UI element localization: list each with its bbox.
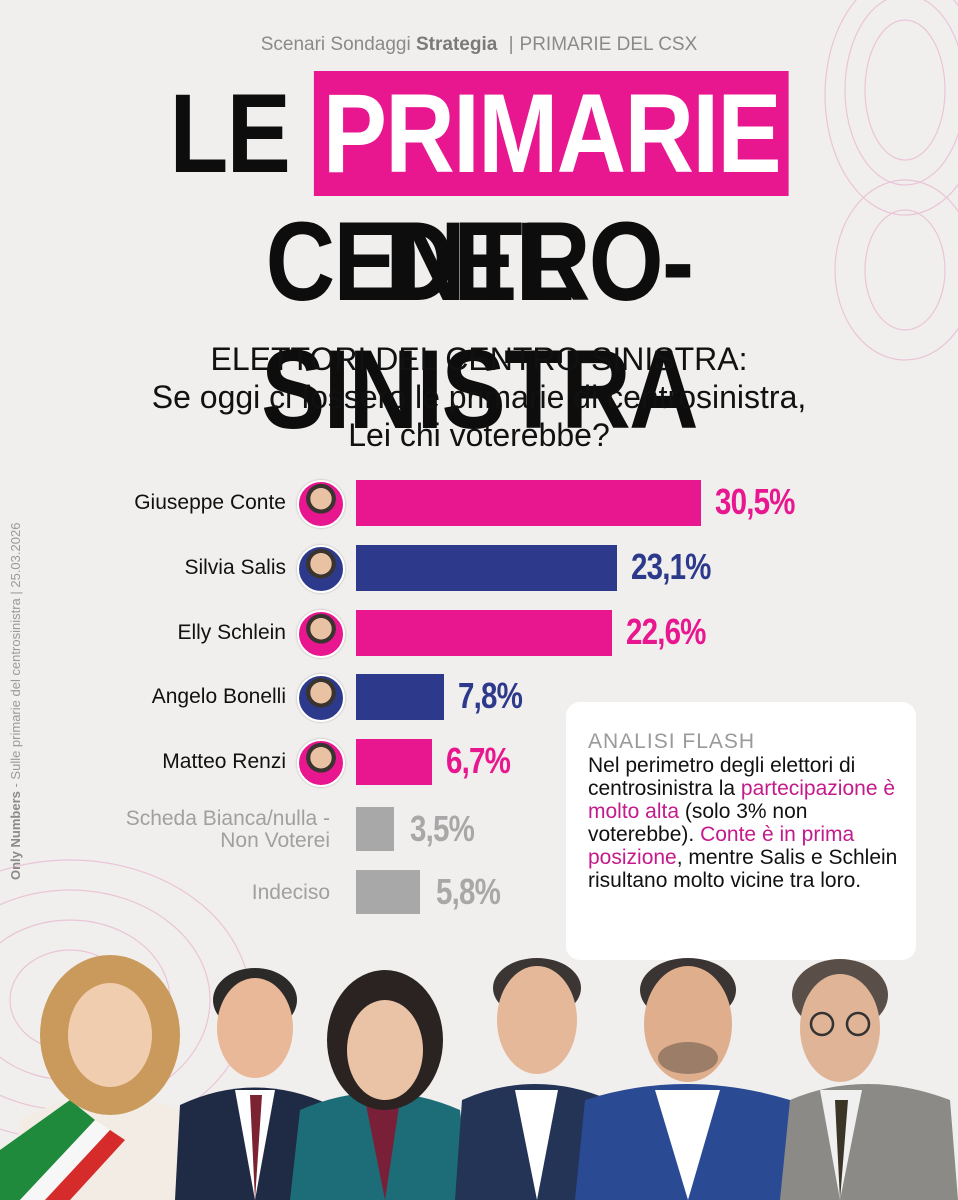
analysis-highlight-2: Conte è in prima posizione [588, 823, 855, 869]
person-3 [290, 970, 470, 1200]
bar [356, 807, 394, 851]
bar-label: Elly Schlein [177, 622, 286, 644]
candidate-avatar [297, 739, 345, 787]
bar-label-line: Matteo Renzi [162, 750, 286, 773]
analysis-text-2: (solo 3% non voterebbe). [588, 800, 808, 846]
bar-value-label: 22,6% [625, 611, 706, 652]
bar-value-label: 23,1% [631, 546, 711, 587]
bar [356, 545, 618, 591]
person-5 [575, 958, 800, 1200]
header-separator: | [508, 34, 514, 55]
question: ELETTORI DEL CENTRO-SINISTRA: Se oggi ci… [0, 340, 958, 454]
bar [356, 870, 420, 914]
candidate-avatar [297, 674, 345, 722]
bar-label: Giuseppe Conte [134, 492, 286, 514]
brand-plain: Scenari Sondaggi [260, 34, 411, 55]
bar [356, 480, 701, 526]
candidate-avatar [297, 480, 345, 528]
bar-value-label: 30,5% [715, 481, 795, 522]
bar-label-line: Angelo Bonelli [151, 685, 286, 708]
bar-label: Matteo Renzi [162, 751, 286, 773]
bar-label: Indeciso [252, 882, 330, 904]
bar-label-line: Non Voterei [220, 829, 330, 852]
candidates-photo-strip [0, 955, 958, 1200]
bar-label-line: Scheda Bianca/nulla - [125, 807, 330, 830]
title-line-2: CENTRO-SINISTRA [261, 199, 698, 452]
person-6 [780, 959, 958, 1200]
bar [356, 674, 445, 720]
question-line-1: ELETTORI DEL CENTRO-SINISTRA: [210, 341, 748, 377]
bar [356, 610, 612, 656]
analysis-box: ANALISI FLASH Nel perimetro degli eletto… [566, 702, 916, 960]
analysis-text: Nel perimetro degli elettori di centrosi… [588, 754, 908, 892]
bar-label-line: Giuseppe Conte [134, 491, 286, 514]
bar-value-label: 5,8% [436, 871, 501, 912]
bar-label-line: Indeciso [251, 881, 330, 904]
analysis-text-3: , mentre Salis e Schlein risultano molto… [588, 846, 898, 892]
bar-value-label: 7,8% [458, 675, 523, 716]
candidate-avatar [297, 610, 345, 658]
source-header: Scenari Sondaggi Strategia | PRIMARIE DEL… [0, 34, 958, 56]
analysis-highlight-1: partecipazione è molto alta [588, 777, 896, 823]
title-line-1: LE PRIMARIE DEL [67, 70, 891, 326]
bar-value-label: 3,5% [410, 808, 475, 849]
title-le: LE [169, 71, 290, 196]
bar-label: Angelo Bonelli [152, 686, 286, 708]
analysis-heading: ANALISI FLASH [588, 730, 756, 753]
header-topic: PRIMARIE DEL CSX [519, 34, 698, 55]
bar-label-line: Elly Schlein [177, 621, 286, 644]
person-1 [0, 955, 215, 1200]
bar-label: Silvia Salis [184, 557, 286, 579]
title-highlight: PRIMARIE [314, 71, 789, 196]
title-del: DEL [385, 199, 574, 324]
brand-bold: Strategia [416, 34, 498, 55]
candidate-avatar [297, 545, 345, 593]
bar-label: Scheda Bianca/nulla - Non Voterei [126, 808, 330, 852]
bar [356, 739, 432, 785]
bar-label-line: Silvia Salis [184, 556, 286, 579]
analysis-text-1: Nel perimetro degli elettori di centrosi… [588, 754, 856, 800]
question-line-3: Lei chi voterebbe? [348, 417, 610, 453]
bar-value-label: 6,7% [445, 740, 511, 781]
question-line-2: Se oggi ci fossero le primarie di centro… [151, 379, 807, 415]
